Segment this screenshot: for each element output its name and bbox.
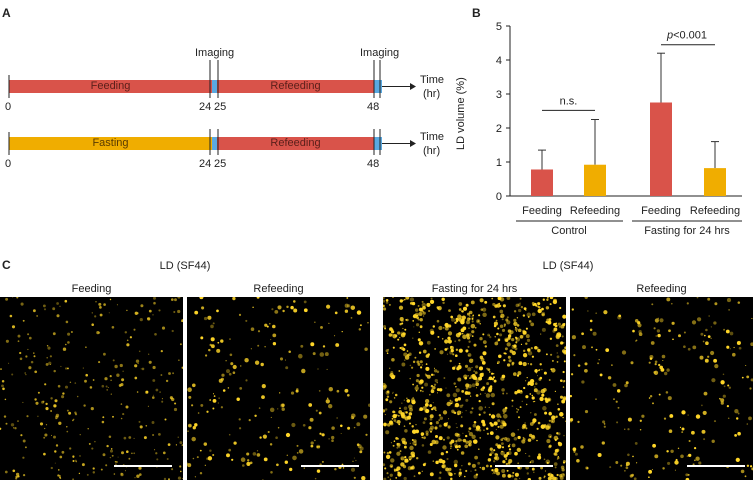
row2-tick-label-24: 24 — [199, 158, 212, 170]
row2-tick-label-25: 25 — [214, 158, 227, 170]
scale-bar — [495, 465, 553, 467]
scale-bar — [301, 465, 359, 467]
y-tick-label: 2 — [496, 123, 502, 135]
micrograph-feeding — [0, 297, 183, 480]
scale-bar — [687, 465, 745, 467]
panel-c-label: C — [2, 258, 11, 272]
timeline-diagram — [8, 60, 416, 155]
group-label-fasting: Fasting for 24 hrs — [644, 225, 730, 237]
row1-tick-label-25: 25 — [214, 101, 227, 113]
micrograph-refeeding-fasted — [570, 297, 753, 480]
row1-tick-label-0: 0 — [5, 101, 12, 113]
bar — [531, 169, 553, 196]
group-label-control: Control — [551, 225, 586, 237]
y-tick-label: 4 — [496, 55, 502, 67]
y-tick-label: 1 — [496, 157, 502, 169]
row2-imaging-block-1 — [212, 137, 217, 150]
row2-time-label: Time — [420, 131, 445, 143]
row2-segment1-label: Fasting — [92, 137, 129, 149]
row1-imaging-block-1 — [212, 80, 217, 93]
row1-tick-label-48: 48 — [367, 101, 380, 113]
category-label: Refeeding — [690, 205, 740, 217]
row2-fasting-bar — [9, 137, 212, 150]
row2-arrow-head — [410, 140, 416, 147]
row1-time-unit: (hr) — [423, 88, 441, 100]
image-title-1: Feeding — [71, 283, 112, 295]
imaging-label-1: Imaging — [195, 47, 235, 59]
category-label: Feeding — [641, 205, 681, 217]
bar-chart: 0 1 2 3 4 5 Feeding Refeeding Feeding Refeeding Co… — [496, 21, 742, 237]
y-axis-title: LD volume (%) — [455, 77, 467, 150]
row2-imaging-block-2 — [374, 137, 382, 150]
category-label: Refeeding — [570, 205, 620, 217]
row1-tick-label-24: 24 — [199, 101, 212, 113]
bar — [584, 164, 606, 196]
row2-tick-label-0: 0 — [5, 158, 12, 170]
row1-segment1-label: Feeding — [90, 80, 131, 92]
panel-b-label: B — [472, 6, 481, 20]
row2-tick-label-48: 48 — [367, 158, 380, 170]
row1-time-label: Time — [420, 74, 445, 86]
bar — [650, 102, 672, 196]
group-title-left: LD (SF44) — [159, 260, 211, 272]
micrograph-refeeding-control — [187, 297, 370, 480]
row1-imaging-block-2 — [374, 80, 382, 93]
image-title-2: Refeeding — [253, 283, 304, 295]
bar — [704, 168, 726, 196]
row1-feeding-bar — [9, 80, 212, 93]
row2-refeeding-bar — [217, 137, 374, 150]
image-title-4: Refeeding — [636, 283, 687, 295]
category-label: Feeding — [522, 205, 562, 217]
annotation-p: p<0.001 — [666, 30, 707, 42]
image-title-3: Fasting for 24 hrs — [431, 283, 518, 295]
imaging-label-2: Imaging — [360, 47, 400, 59]
panel-a-label: A — [2, 6, 11, 20]
y-tick-label: 5 — [496, 21, 502, 33]
row2-time-unit: (hr) — [423, 145, 441, 157]
row1-refeeding-bar — [217, 80, 374, 93]
y-tick-label: 0 — [496, 191, 502, 203]
y-tick-label: 3 — [496, 89, 502, 101]
scale-bar — [114, 465, 172, 467]
micrograph-fasting — [383, 297, 566, 480]
row1-arrow-head — [410, 83, 416, 90]
row1-segment2-label: Refeeding — [270, 80, 321, 92]
row2-segment2-label: Refeeding — [270, 137, 321, 149]
group-title-right: LD (SF44) — [542, 260, 594, 272]
annotation-ns: n.s. — [560, 95, 578, 107]
